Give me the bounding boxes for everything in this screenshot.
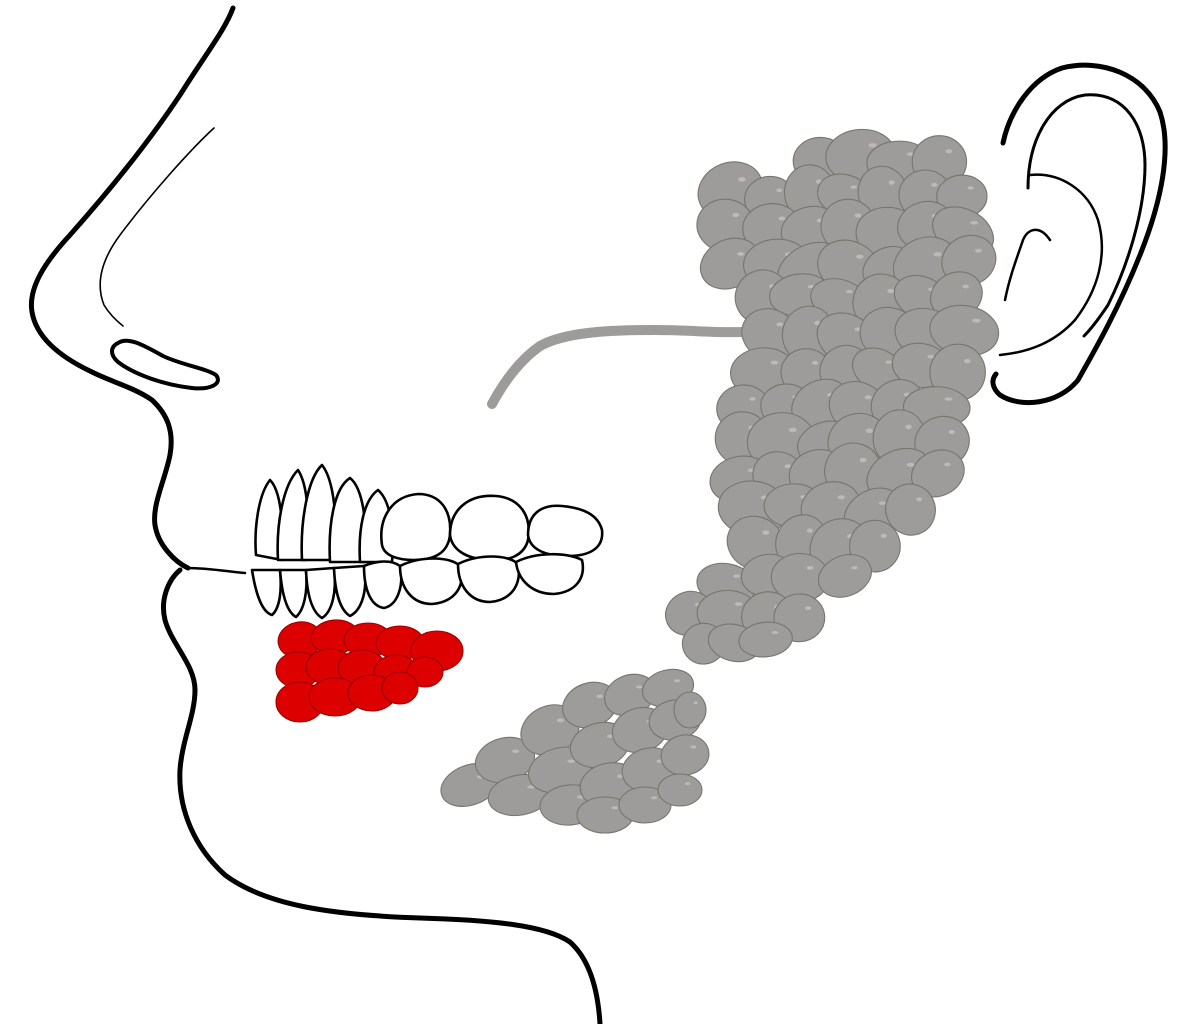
- lobule-highlight: [567, 759, 576, 763]
- lobule-highlight: [854, 213, 862, 218]
- lobule-highlight: [806, 528, 813, 533]
- lobule-highlight: [927, 354, 935, 359]
- lobule-highlight: [806, 566, 814, 570]
- parotid-gland: [664, 128, 1000, 665]
- lobule-highlight: [778, 216, 786, 221]
- lobule-highlight: [837, 495, 845, 500]
- lobule-highlight: [749, 397, 756, 401]
- upper-molar: [448, 494, 531, 562]
- submandibular-gland: [440, 668, 710, 834]
- lobule-highlight: [851, 566, 858, 570]
- lobule-highlight: [650, 796, 658, 800]
- lower-premolar: [362, 560, 403, 610]
- lower-molar: [398, 557, 463, 606]
- lobule-highlight: [771, 631, 779, 635]
- lobule-highlight: [963, 358, 971, 364]
- lobule-highlight: [734, 602, 743, 606]
- nose-inner-line: [99, 127, 215, 327]
- lobule-highlight: [972, 318, 981, 323]
- lobule-highlight: [970, 221, 979, 225]
- ear-antihelix: [998, 173, 1104, 357]
- lobule-highlight: [737, 252, 745, 256]
- lower-molar: [456, 555, 521, 604]
- lobule-highlight: [944, 462, 951, 467]
- lobule-highlight: [776, 322, 784, 327]
- lobule-highlight: [776, 188, 783, 193]
- lobule-highlight: [868, 143, 877, 148]
- gland-lobule: [381, 671, 419, 705]
- teeth: [250, 463, 604, 620]
- lobule-highlight: [967, 186, 974, 190]
- lower-incisor: [250, 568, 283, 617]
- lobule-highlight: [738, 177, 746, 182]
- lobule-highlight: [916, 497, 923, 502]
- lobule-highlight: [948, 429, 955, 434]
- lobule-highlight: [885, 360, 893, 364]
- lobule-highlight: [784, 464, 791, 469]
- lobule-highlight: [878, 501, 887, 505]
- lobule-highlight: [945, 149, 953, 154]
- lobule-highlight: [556, 718, 565, 723]
- lobule-highlight: [850, 185, 857, 189]
- lobule-highlight: [859, 457, 867, 463]
- lobule-highlight: [944, 397, 953, 401]
- ear: [990, 62, 1168, 406]
- lobule-highlight: [855, 254, 864, 259]
- lower-canine: [304, 566, 337, 620]
- gland-lobule: [817, 554, 872, 598]
- ear-concha: [1003, 228, 1052, 302]
- ear-outer-helix: [990, 62, 1168, 406]
- lobule-highlight: [673, 679, 681, 683]
- lobule-highlight: [762, 530, 770, 535]
- lobule-highlight: [865, 428, 873, 434]
- nose-bridge-line: [28, 5, 236, 571]
- lobule-highlight: [805, 606, 812, 611]
- gland-lobule: [406, 656, 444, 688]
- lobule-highlight: [880, 533, 887, 538]
- chin-jaw-line: [161, 567, 603, 1024]
- lobule-highlight: [788, 427, 797, 433]
- gland-lobule: [673, 691, 707, 729]
- lower-premolar: [332, 564, 367, 618]
- lobule-highlight: [635, 685, 643, 689]
- lobule-highlight: [906, 462, 915, 467]
- lobule-highlight: [933, 252, 942, 257]
- lobule-highlight: [931, 182, 938, 187]
- lobule-highlight: [770, 360, 779, 365]
- mouth-line: [186, 566, 247, 575]
- lobule-highlight: [596, 694, 604, 698]
- lobule-highlight: [733, 574, 741, 578]
- parotid-duct: [487, 324, 747, 409]
- lobule-highlight: [975, 248, 982, 253]
- gland-lobule: [885, 483, 936, 536]
- nostril-line: [110, 338, 220, 391]
- lobule-highlight: [887, 288, 895, 294]
- lobule-highlight: [962, 284, 969, 289]
- sublingual-gland: [275, 619, 464, 723]
- lower-incisor: [278, 568, 308, 619]
- gland-lobule: [657, 773, 703, 807]
- lobule-highlight: [864, 395, 872, 400]
- lobule-highlight: [888, 180, 895, 185]
- face-profile: [28, 5, 603, 1024]
- lobule-highlight: [511, 749, 520, 753]
- lobule-highlight: [905, 424, 912, 430]
- lower-molar: [514, 552, 585, 596]
- gland-lobule: [738, 621, 793, 658]
- upper-molar: [526, 504, 604, 558]
- lobule-highlight: [685, 782, 691, 786]
- lobule-highlight: [811, 360, 819, 365]
- ear-inner-helix: [1026, 93, 1147, 338]
- lobule-highlight: [693, 701, 698, 705]
- lobule-highlight: [690, 745, 697, 749]
- lobule-highlight: [845, 290, 853, 294]
- lobule-highlight: [732, 212, 740, 218]
- lobule-highlight: [611, 806, 619, 810]
- lobule-highlight: [527, 785, 536, 789]
- upper-molar: [380, 492, 452, 562]
